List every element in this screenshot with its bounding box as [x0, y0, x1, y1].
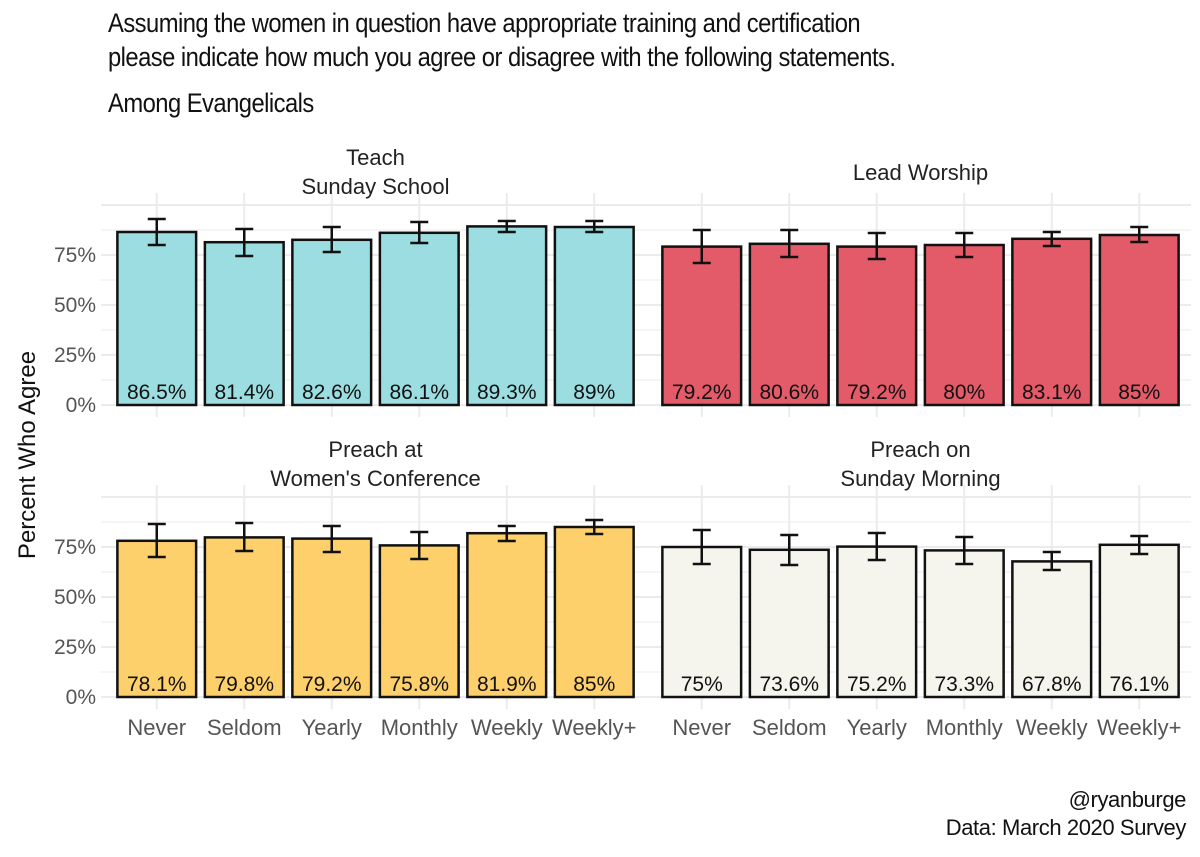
x-tick-label: Seldom [207, 715, 282, 740]
caption-credit: @ryanburge [1068, 787, 1187, 812]
bar [378, 231, 460, 407]
y-tick-label: 75% [54, 536, 96, 559]
bar-value-label: 86.1% [389, 381, 449, 404]
chart-title-line-1: Assuming the women in question have appr… [108, 8, 861, 38]
bar-value-label: 80% [943, 381, 985, 404]
bar [661, 245, 743, 407]
bar-value-label: 85% [1118, 381, 1160, 404]
bar [291, 238, 373, 407]
y-tick-label: 50% [54, 586, 96, 609]
bar-value-label: 81.4% [214, 381, 274, 404]
bar-value-label: 75% [681, 673, 723, 696]
bar [923, 243, 1005, 407]
x-tick-label: Monthly [381, 715, 458, 740]
bar [116, 539, 198, 699]
x-tick-label: Monthly [926, 715, 1003, 740]
bar-value-label: 78.1% [127, 673, 187, 696]
bar [291, 537, 373, 699]
facet-strip-label: Women's Conference [270, 466, 480, 491]
bar [1011, 237, 1093, 407]
facet-strip-label: Sunday School [302, 174, 450, 199]
bar [748, 548, 830, 699]
bar-value-label: 89% [573, 381, 615, 404]
y-axis-title: Percent Who Agree [14, 351, 41, 559]
bar [553, 525, 635, 699]
x-tick-label: Seldom [752, 715, 827, 740]
bar-value-label: 76.1% [1109, 673, 1169, 696]
bar-value-label: 79.8% [214, 673, 274, 696]
bar-value-label: 81.9% [477, 673, 537, 696]
bar-value-label: 67.8% [1022, 673, 1082, 696]
x-tick-label: Weekly+ [552, 715, 637, 740]
bar-value-label: 73.3% [934, 673, 994, 696]
y-tick-label: 0% [66, 686, 96, 709]
bar [466, 531, 548, 699]
bar-value-label: 89.3% [477, 381, 537, 404]
bar [116, 230, 198, 407]
caption-source: Data: March 2020 Survey [945, 815, 1187, 840]
bar [1011, 560, 1093, 699]
chart-title-line-2: please indicate how much you agree or di… [108, 42, 896, 72]
bar [203, 240, 285, 407]
facet-strip-label: Preach on [870, 437, 970, 462]
bar [1098, 233, 1180, 407]
bar-value-label: 73.6% [759, 673, 819, 696]
facet-strip-label: Lead Worship [853, 160, 988, 185]
bar [923, 549, 1005, 699]
chart-subtitle: Among Evangelicals [108, 88, 314, 118]
bar-value-label: 86.5% [127, 381, 187, 404]
y-tick-label: 0% [66, 394, 96, 417]
x-tick-label: Weekly [471, 715, 543, 740]
x-tick-label: Never [127, 715, 186, 740]
y-tick-label: 75% [54, 244, 96, 267]
bar-value-label: 79.2% [847, 381, 907, 404]
bar-value-label: 75.8% [389, 673, 449, 696]
bar-value-label: 75.2% [847, 673, 907, 696]
y-tick-label: 25% [54, 636, 96, 659]
bar [553, 225, 635, 407]
x-tick-label: Yearly [847, 715, 907, 740]
bar-value-label: 85% [573, 673, 615, 696]
facet-strip-label: Teach [346, 145, 405, 170]
x-tick-label: Weekly+ [1097, 715, 1182, 740]
y-tick-label: 50% [54, 294, 96, 317]
bar [661, 545, 743, 699]
bar [466, 225, 548, 407]
bar-value-label: 80.6% [759, 381, 819, 404]
bar-value-label: 79.2% [302, 673, 362, 696]
bar [836, 545, 918, 699]
bar-value-label: 79.2% [672, 381, 732, 404]
x-tick-label: Yearly [302, 715, 362, 740]
x-tick-label: Never [672, 715, 731, 740]
x-tick-label: Weekly [1016, 715, 1088, 740]
facet-strip-label: Sunday Morning [840, 466, 1000, 491]
y-tick-label: 25% [54, 344, 96, 367]
facet-strip-label: Preach at [328, 437, 422, 462]
bar-value-label: 83.1% [1022, 381, 1082, 404]
bar-value-label: 82.6% [302, 381, 362, 404]
